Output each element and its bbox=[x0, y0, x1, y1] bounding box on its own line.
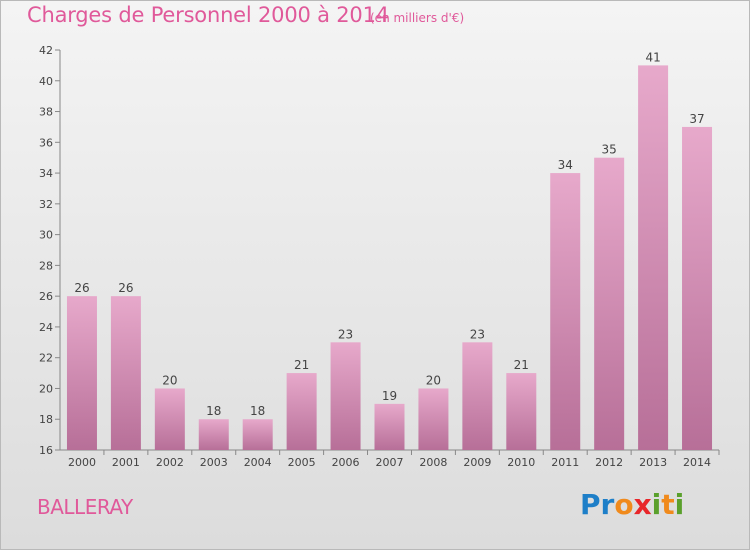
logo-letter: t bbox=[661, 488, 675, 521]
y-tick-label: 20 bbox=[39, 382, 53, 395]
y-tick-label: 22 bbox=[39, 352, 53, 365]
bar bbox=[506, 373, 537, 450]
x-tick-label: 2004 bbox=[244, 456, 272, 469]
data-label: 18 bbox=[206, 404, 221, 418]
commune-name: BALLERAY bbox=[37, 495, 133, 519]
data-label: 23 bbox=[470, 327, 485, 341]
bar bbox=[110, 296, 141, 450]
x-tick-label: 2014 bbox=[683, 456, 711, 469]
chart-title: Charges de Personnel 2000 à 2014 bbox=[27, 3, 389, 27]
logo-letter: P bbox=[580, 488, 601, 521]
data-label: 21 bbox=[514, 358, 529, 372]
data-label: 34 bbox=[558, 158, 573, 172]
logo-letter: x bbox=[633, 488, 652, 521]
bar bbox=[638, 65, 669, 450]
bar bbox=[66, 296, 97, 450]
bar bbox=[594, 157, 625, 450]
bar bbox=[550, 173, 581, 451]
bar bbox=[330, 342, 361, 450]
x-tick-label: 2010 bbox=[507, 456, 535, 469]
y-tick-label: 34 bbox=[39, 167, 53, 180]
x-tick-label: 2006 bbox=[332, 456, 360, 469]
bar bbox=[286, 373, 317, 450]
data-label: 41 bbox=[645, 50, 660, 64]
data-label: 26 bbox=[74, 281, 89, 295]
y-tick-label: 38 bbox=[39, 106, 53, 119]
y-tick-label: 36 bbox=[39, 136, 53, 149]
x-tick-label: 2001 bbox=[112, 456, 140, 469]
y-tick-label: 28 bbox=[39, 259, 53, 272]
data-label: 20 bbox=[426, 373, 441, 387]
proxiti-logo: Proxiti bbox=[580, 488, 684, 521]
y-tick-label: 40 bbox=[39, 75, 53, 88]
x-tick-label: 2009 bbox=[463, 456, 491, 469]
x-tick-label: 2000 bbox=[68, 456, 96, 469]
logo-letter: r bbox=[600, 488, 615, 521]
data-label: 21 bbox=[294, 358, 309, 372]
x-tick-label: 2002 bbox=[156, 456, 184, 469]
bar bbox=[154, 388, 185, 450]
y-tick-label: 24 bbox=[39, 321, 53, 334]
bars-group bbox=[66, 65, 713, 451]
logo-letter: i bbox=[651, 488, 662, 521]
x-tick-label: 2013 bbox=[639, 456, 667, 469]
logo-letter: i bbox=[674, 488, 685, 521]
chart-unit-note: (en milliers d'€) bbox=[370, 11, 465, 25]
data-label: 37 bbox=[689, 112, 704, 126]
data-label: 18 bbox=[250, 404, 265, 418]
logo-letter: o bbox=[614, 488, 634, 521]
y-tick-label: 32 bbox=[39, 198, 53, 211]
data-labels-group: 26 26 20 18 18 21 23 19 20 23 21 34 35 41 37 bbox=[74, 50, 704, 418]
data-label: 23 bbox=[338, 327, 353, 341]
bar bbox=[418, 388, 449, 450]
x-tick-label: 2007 bbox=[376, 456, 404, 469]
x-tick-label: 2012 bbox=[595, 456, 623, 469]
bar bbox=[242, 419, 273, 450]
data-label: 20 bbox=[162, 373, 177, 387]
y-tick-label: 18 bbox=[39, 413, 53, 426]
x-tick-label: 2011 bbox=[551, 456, 579, 469]
bar bbox=[682, 126, 713, 450]
data-label: 26 bbox=[118, 281, 133, 295]
x-tick-label: 2005 bbox=[288, 456, 316, 469]
data-label: 35 bbox=[602, 143, 617, 157]
y-tick-label: 16 bbox=[39, 444, 53, 457]
y-tick-label: 26 bbox=[39, 290, 53, 303]
x-tick-label: 2008 bbox=[419, 456, 447, 469]
bar bbox=[462, 342, 493, 450]
bar bbox=[374, 403, 405, 450]
x-tick-label: 2003 bbox=[200, 456, 228, 469]
bar bbox=[198, 419, 229, 450]
data-label: 19 bbox=[382, 389, 397, 403]
y-tick-label: 42 bbox=[39, 44, 53, 57]
y-tick-label: 30 bbox=[39, 229, 53, 242]
